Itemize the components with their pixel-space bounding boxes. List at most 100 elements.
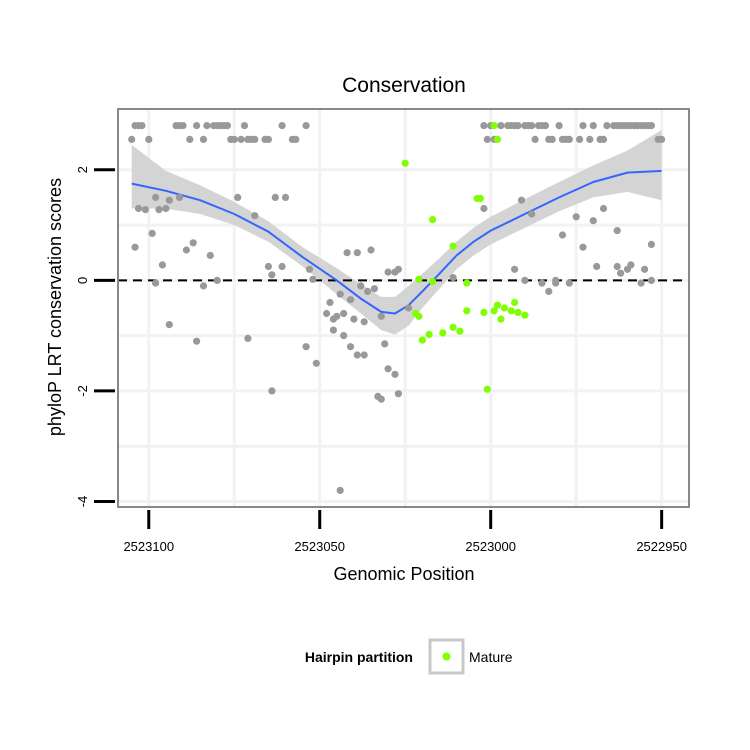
data-point [589,217,597,225]
data-point [377,395,385,403]
data-point [367,246,375,254]
data-point [346,343,355,351]
data-point [589,122,597,130]
data-point [186,135,194,143]
data-point [647,276,656,284]
data-point [658,135,666,143]
data-point [381,340,389,348]
data-point [199,282,208,290]
data-point [353,249,361,257]
data-point [357,282,365,290]
data-point-mature [463,307,471,315]
data-point [213,276,221,284]
data-point [517,196,526,204]
data-point-mature [490,307,498,315]
data-point-mature [476,194,484,203]
data-point [528,210,536,218]
data-point [384,268,392,276]
plot-border [117,108,690,508]
data-point [336,486,344,494]
x-axis: 2523100 2523050 2523000 2522950 [123,510,687,554]
data-point [152,193,160,201]
data-point [199,135,208,143]
data-point [162,204,170,213]
data-point-mature [401,159,409,167]
data-point [145,135,153,143]
data-point [405,304,413,312]
data-point-mature [456,327,464,335]
data-point [579,243,587,251]
data-points [128,122,666,494]
data-point-mature [418,336,426,344]
data-point [394,390,402,398]
data-point [152,279,160,287]
data-point-mature [483,385,491,393]
data-point [555,122,563,130]
data-point [565,135,573,143]
data-point [155,206,163,214]
data-point [377,312,385,320]
y-tick-label: -2 [75,385,90,397]
data-point [350,315,358,323]
data-point [340,309,348,318]
data-point [613,227,621,235]
data-point-mature [500,304,508,312]
data-point [541,122,550,130]
data-point [497,122,505,130]
data-point [528,122,536,130]
data-point [538,279,546,287]
data-point-mature [463,279,471,287]
data-point [552,276,560,284]
data-point [545,287,553,295]
data-point-mature [490,122,498,130]
data-point [603,122,611,130]
data-point-mature [493,135,502,143]
chart-title: Conservation [342,74,466,97]
data-point [128,135,136,143]
data-point [370,285,378,293]
data-point [165,196,173,204]
data-point [193,337,201,345]
data-point [480,122,488,130]
data-point [599,204,608,213]
data-point [281,193,290,201]
data-point [346,296,355,304]
data-point [278,122,286,130]
data-point [264,135,272,143]
x-tick-label: 2523100 [123,539,174,554]
data-point [271,193,279,201]
data-point [148,229,156,237]
data-point [326,298,334,307]
data-point [234,193,242,201]
data-point [278,262,286,271]
data-point [576,135,584,143]
y-tick-label: 2 [75,166,90,173]
legend: Hairpin partition Mature [305,638,513,675]
data-point [617,269,625,277]
data-point [268,387,276,395]
data-point-mature [415,275,423,283]
data-point-mature [507,307,515,315]
data-point-mature [415,312,423,320]
data-point [531,135,539,143]
data-point [302,343,310,351]
data-point [510,265,519,273]
data-point-mature [449,323,457,331]
data-point [391,370,399,378]
legend-title: Hairpin partition [305,649,413,665]
data-point [565,279,573,287]
data-point [647,240,656,248]
data-point-mature [449,242,457,250]
data-point [364,287,372,295]
data-point [175,193,184,201]
data-point [223,122,231,130]
data-point [360,351,368,359]
y-tick-label: 0 [75,277,90,284]
data-point [165,321,173,329]
data-point [323,309,331,318]
data-point [483,135,491,143]
data-point [353,351,361,359]
data-point-mature [429,277,437,286]
data-point [637,279,645,287]
